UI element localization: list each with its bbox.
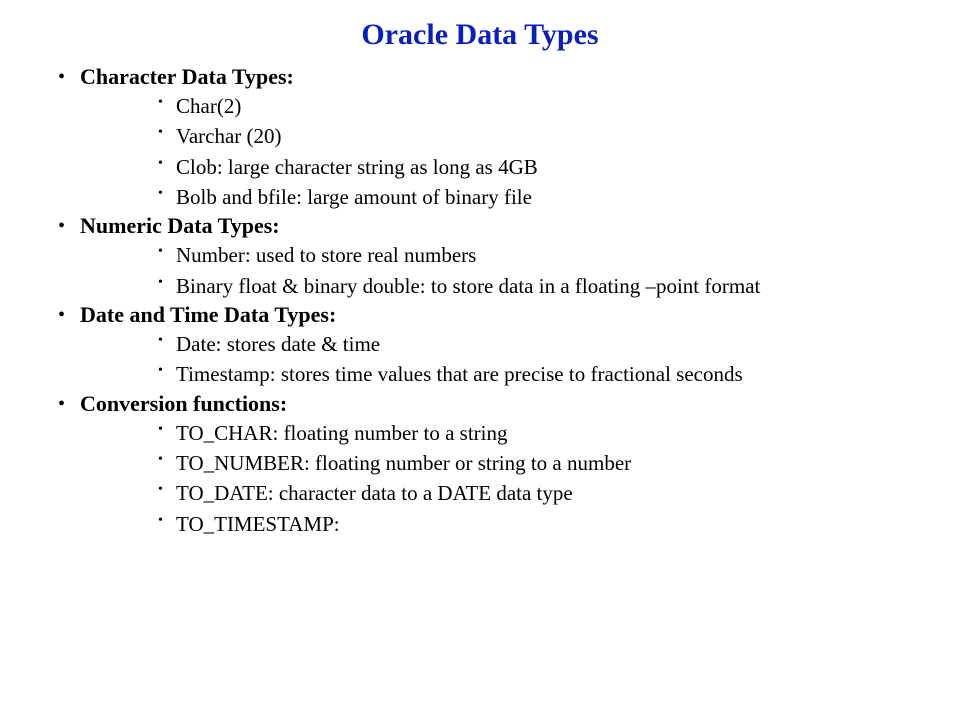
- section: Character Data Types: Char(2) Varchar (2…: [58, 64, 920, 211]
- section-heading: Character Data Types:: [80, 64, 294, 89]
- list-item: Clob: large character string as long as …: [158, 153, 920, 181]
- list-item: Bolb and bfile: large amount of binary f…: [158, 183, 920, 211]
- section-heading: Conversion functions:: [80, 391, 287, 416]
- list-item: TO_DATE: character data to a DATE data t…: [158, 479, 920, 507]
- section-items: Number: used to store real numbers Binar…: [80, 241, 920, 300]
- list-item: Number: used to store real numbers: [158, 241, 920, 269]
- list-item: Binary float & binary double: to store d…: [158, 272, 920, 300]
- section: Date and Time Data Types: Date: stores d…: [58, 302, 920, 389]
- list-item: TO_NUMBER: floating number or string to …: [158, 449, 920, 477]
- section-items: Char(2) Varchar (20) Clob: large charact…: [80, 92, 920, 211]
- list-item: Timestamp: stores time values that are p…: [158, 360, 920, 388]
- list-item: Varchar (20): [158, 122, 920, 150]
- page-title: Oracle Data Types: [40, 18, 920, 52]
- list-item: Char(2): [158, 92, 920, 120]
- list-item: TO_TIMESTAMP:: [158, 510, 920, 538]
- section-heading: Date and Time Data Types:: [80, 302, 336, 327]
- section: Conversion functions: TO_CHAR: floating …: [58, 391, 920, 538]
- list-item: Date: stores date & time: [158, 330, 920, 358]
- section-items: TO_CHAR: floating number to a string TO_…: [80, 419, 920, 538]
- section: Numeric Data Types: Number: used to stor…: [58, 213, 920, 300]
- section-heading: Numeric Data Types:: [80, 213, 280, 238]
- section-items: Date: stores date & time Timestamp: stor…: [80, 330, 920, 389]
- list-item: TO_CHAR: floating number to a string: [158, 419, 920, 447]
- sections-list: Character Data Types: Char(2) Varchar (2…: [40, 64, 920, 538]
